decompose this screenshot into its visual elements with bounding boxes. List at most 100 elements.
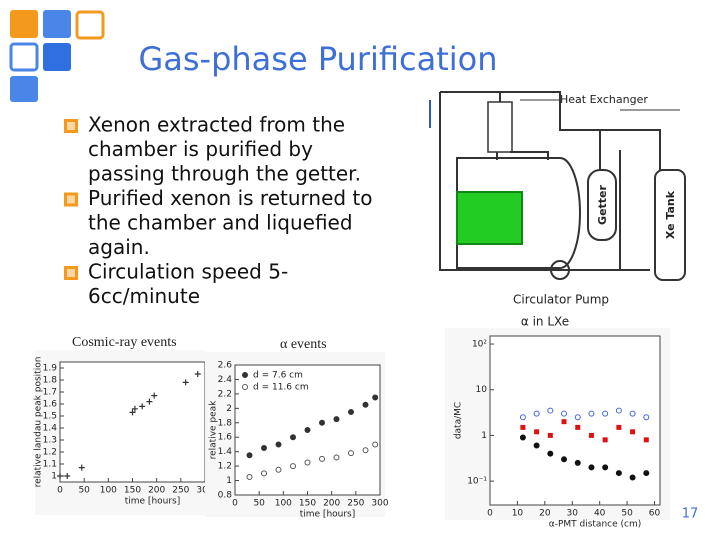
data-point xyxy=(561,419,567,425)
data-point xyxy=(275,466,282,473)
x-axis-label: α-PMT distance (cm) xyxy=(549,520,641,530)
bullet-icon-inner xyxy=(67,122,75,130)
data-point xyxy=(643,437,649,443)
title: Gas-phase Purification xyxy=(138,40,497,78)
data-point xyxy=(602,410,609,417)
x-tick-label: 50 xyxy=(78,486,90,496)
y-tick-label: 1.3 xyxy=(43,436,57,446)
data-point xyxy=(520,424,526,430)
figure-title: α in LXe xyxy=(521,315,569,329)
data-point xyxy=(588,464,595,471)
y-axis-label: data/MC xyxy=(454,402,464,439)
y-tick-label: 1 xyxy=(51,472,57,482)
data-point xyxy=(615,470,622,477)
data-point xyxy=(561,456,568,463)
data-point xyxy=(246,452,253,459)
x-tick-label: 0 xyxy=(232,499,238,509)
x-axis-label: time [hours] xyxy=(300,510,356,520)
data-point xyxy=(131,405,138,412)
data-point xyxy=(319,455,325,462)
data-point xyxy=(362,401,369,408)
bullet-text: 6cc/minute xyxy=(88,284,200,308)
data-point xyxy=(547,407,554,414)
data-point xyxy=(348,450,354,457)
x-tick-label: 150 xyxy=(299,499,316,509)
y-tick-label: 1.7 xyxy=(43,388,57,398)
x-tick-label: 100 xyxy=(275,499,292,509)
data-point xyxy=(547,450,554,457)
x-tick-label: 100 xyxy=(100,486,117,496)
data-point xyxy=(319,419,325,426)
data-point xyxy=(275,441,282,448)
bullet-text: chamber is purified by xyxy=(88,137,313,161)
y-tick-label: 2.2 xyxy=(218,389,232,399)
x-tick-label: 50 xyxy=(253,499,265,509)
data-point xyxy=(290,434,296,441)
data-point xyxy=(261,445,267,452)
data-point xyxy=(372,394,379,401)
x-tick-label: 300 xyxy=(371,499,388,509)
x-tick-label: 250 xyxy=(172,486,189,496)
legend-marker xyxy=(242,384,248,390)
diagram-label: Getter xyxy=(596,184,609,224)
y-tick-label: 1.6 xyxy=(43,400,58,410)
data-point xyxy=(372,441,379,448)
data-point xyxy=(304,427,311,433)
data-point xyxy=(574,459,581,466)
y-tick-label: 1.2 xyxy=(218,462,232,472)
y-tick-label: 1.9 xyxy=(43,364,58,374)
x-tick-label: 40 xyxy=(594,509,606,519)
data-point xyxy=(643,414,650,421)
data-point xyxy=(519,414,526,421)
data-point xyxy=(57,473,63,479)
data-point xyxy=(534,429,540,435)
y-tick-label: 2.6 xyxy=(218,361,233,371)
y-tick-label: 1.1 xyxy=(43,460,57,470)
x-tick-label: 60 xyxy=(649,509,661,519)
x-tick-label: 250 xyxy=(347,499,364,509)
data-point xyxy=(78,464,85,471)
legend-label: d = 7.6 cm xyxy=(253,371,303,381)
data-point xyxy=(146,398,153,405)
data-point xyxy=(194,371,201,377)
y-tick-label: 1.6 xyxy=(218,433,233,443)
legend-marker xyxy=(242,372,248,378)
x-tick-label: 30 xyxy=(567,509,579,519)
plot-area xyxy=(59,361,206,483)
data-point xyxy=(290,463,296,470)
data-point xyxy=(561,410,568,417)
y-tick-label: 1.8 xyxy=(43,376,58,386)
data-point xyxy=(533,442,540,449)
data-point xyxy=(348,408,354,415)
data-point xyxy=(588,432,594,438)
data-point xyxy=(547,432,553,438)
page-number: 17 xyxy=(682,507,699,522)
diagram-label: Xe Tank xyxy=(664,190,677,239)
data-point xyxy=(362,447,369,454)
data-point xyxy=(182,379,189,386)
y-tick-label: 10² xyxy=(472,340,487,350)
y-tick-label: 0.8 xyxy=(218,491,233,501)
caption: Cosmic-ray events xyxy=(72,335,177,350)
y-tick-label: 2 xyxy=(226,404,232,414)
x-tick-label: 200 xyxy=(148,486,165,496)
data-point xyxy=(643,470,650,477)
data-point xyxy=(261,470,267,477)
data-point xyxy=(615,407,622,414)
data-point xyxy=(304,459,311,466)
diagram-label: Heat Exchanger xyxy=(560,93,648,106)
x-tick-label: 10 xyxy=(512,509,524,519)
y-tick-label: 2.4 xyxy=(218,375,233,385)
y-tick-label: 1.2 xyxy=(43,448,57,458)
data-point xyxy=(602,437,608,443)
bullet-icon-inner xyxy=(67,195,75,204)
data-point xyxy=(533,410,540,417)
x-tick-label: 20 xyxy=(539,509,551,519)
y-tick-label: 10 xyxy=(476,385,488,395)
bullet-icon-inner xyxy=(67,269,75,277)
y-axis-label: relative landau peak position xyxy=(34,357,44,488)
y-tick-label: 1 xyxy=(226,476,232,486)
y-axis-label: relative peak xyxy=(209,400,219,460)
legend-label: d = 11.6 cm xyxy=(253,383,309,393)
caption: α events xyxy=(280,337,327,352)
